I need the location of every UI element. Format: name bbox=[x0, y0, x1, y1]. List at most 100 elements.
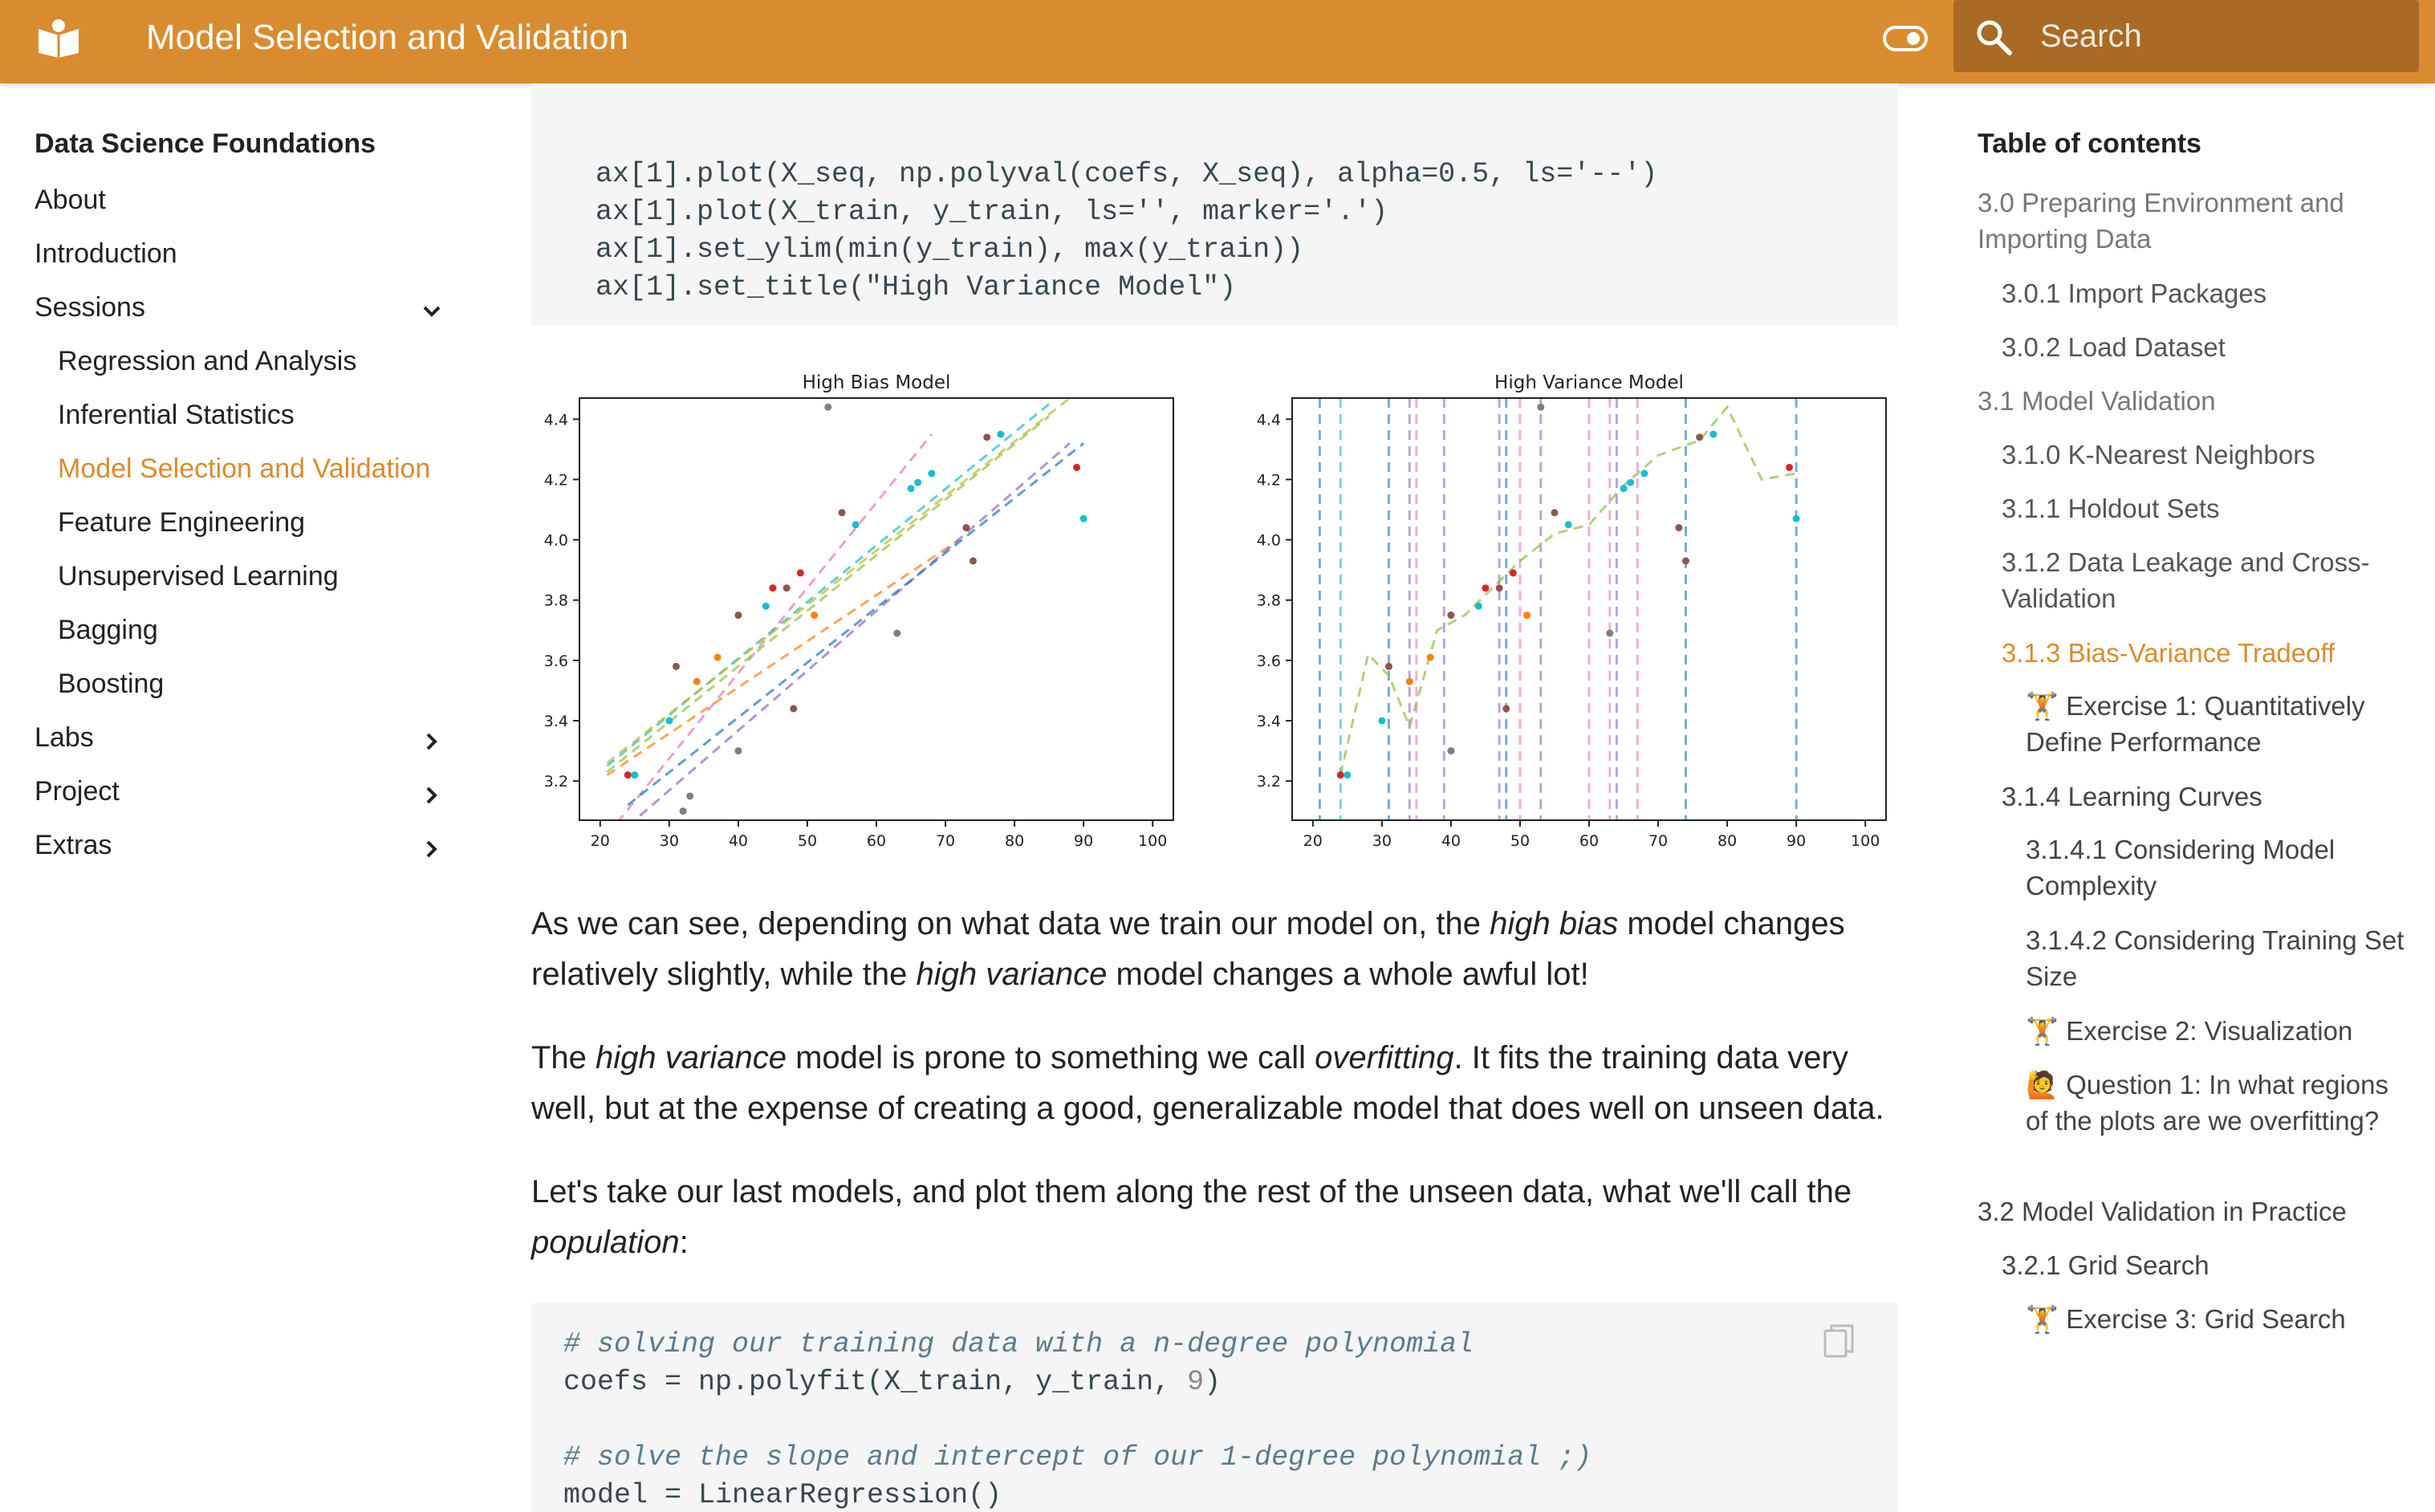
fit-line bbox=[627, 442, 1085, 807]
data-point bbox=[734, 747, 742, 755]
x-tick-label: 100 bbox=[1851, 832, 1880, 850]
data-point bbox=[1447, 612, 1455, 620]
y-tick-label: 3.2 bbox=[544, 773, 568, 791]
data-point bbox=[1564, 521, 1572, 529]
data-point bbox=[1079, 514, 1087, 522]
toc-item[interactable]: 3.1.4.1 Considering Model Complexity bbox=[2026, 835, 2335, 900]
data-point bbox=[790, 705, 798, 713]
toc-item[interactable]: 3.1.0 K-Nearest Neighbors bbox=[2002, 440, 2315, 469]
data-point bbox=[1474, 602, 1482, 610]
search-box[interactable] bbox=[1953, 0, 2419, 72]
data-point bbox=[713, 653, 722, 661]
data-point bbox=[665, 717, 673, 725]
chevron-right-icon[interactable] bbox=[417, 727, 446, 756]
nav-item-project[interactable]: Project bbox=[35, 776, 120, 807]
data-point bbox=[624, 771, 632, 779]
x-tick-label: 40 bbox=[729, 832, 748, 850]
toc-item[interactable]: 3.1.4.2 Considering Training Set Size bbox=[2026, 925, 2405, 991]
copy-icon[interactable] bbox=[1823, 1324, 1856, 1360]
chart-title: High Variance Model bbox=[1494, 372, 1684, 393]
x-tick-label: 100 bbox=[1138, 832, 1167, 850]
code-comment: # solving our training data with a n-deg… bbox=[563, 1328, 1474, 1360]
book-logo-icon[interactable] bbox=[35, 18, 82, 58]
data-point bbox=[1696, 433, 1704, 441]
top-header: Model Selection and Validation bbox=[0, 0, 2435, 83]
nav-item-sessions[interactable]: Sessions bbox=[35, 292, 145, 323]
toc-item[interactable]: 3.1 Model Validation bbox=[1978, 386, 2216, 416]
x-tick-label: 30 bbox=[660, 832, 679, 850]
weightlifter-icon: 🏋 bbox=[2026, 1303, 2059, 1335]
x-tick-label: 90 bbox=[1074, 832, 1093, 850]
nav-item-model-selection[interactable]: Model Selection and Validation bbox=[58, 453, 431, 484]
toc-item[interactable]: 3.2.1 Grid Search bbox=[2002, 1250, 2209, 1280]
toc-item[interactable]: 🙋 Question 1: In what regions of the plo… bbox=[2026, 1069, 2389, 1136]
y-tick-label: 3.4 bbox=[544, 713, 568, 730]
data-point bbox=[1384, 662, 1392, 670]
x-tick-label: 40 bbox=[1441, 832, 1461, 850]
code-lines: ax[1].plot(X_seq, np.polyval(coefs, X_se… bbox=[596, 156, 1657, 307]
x-tick-label: 90 bbox=[1787, 832, 1806, 850]
chart-title: High Bias Model bbox=[803, 372, 951, 393]
toc-item[interactable]: 3.1.2 Data Leakage and Cross-Validation bbox=[2002, 547, 2370, 613]
chevron-right-icon[interactable] bbox=[417, 781, 446, 810]
nav-item-about[interactable]: About bbox=[35, 185, 106, 215]
y-tick-label: 4.2 bbox=[544, 471, 568, 489]
data-point bbox=[631, 771, 639, 779]
toc-item[interactable]: 3.0.2 Load Dataset bbox=[2002, 332, 2226, 362]
toc-item[interactable]: 3.2 Model Validation in Practice bbox=[1978, 1197, 2347, 1226]
plot-area bbox=[606, 398, 1087, 820]
search-input[interactable] bbox=[2039, 11, 2403, 61]
code-block[interactable]: # solving our training data with a n-deg… bbox=[531, 1303, 1897, 1512]
plot-frame bbox=[579, 397, 1174, 821]
nav-item-boosting[interactable]: Boosting bbox=[58, 669, 165, 699]
search-icon bbox=[1977, 20, 2012, 55]
data-point bbox=[852, 521, 860, 529]
nav-item-inferential-statistics[interactable]: Inferential Statistics bbox=[58, 400, 295, 430]
x-tick-label: 70 bbox=[936, 832, 955, 850]
code-line: ax[1].plot(X_seq, np.polyval(coefs, X_se… bbox=[596, 158, 1658, 190]
code-block[interactable]: ax[1].plot(X_seq, np.polyval(coefs, X_se… bbox=[531, 83, 1897, 326]
data-point bbox=[1344, 771, 1352, 779]
nav-item-regression[interactable]: Regression and Analysis bbox=[58, 346, 357, 376]
data-point bbox=[1405, 677, 1413, 685]
data-point bbox=[1378, 717, 1386, 725]
toc-item[interactable]: 3.1.4 Learning Curves bbox=[2002, 782, 2262, 811]
chevron-right-icon[interactable] bbox=[417, 835, 446, 864]
page-title[interactable]: Model Selection and Validation bbox=[146, 18, 628, 57]
paragraph: Let's take our last models, and plot the… bbox=[531, 1174, 1852, 1260]
theme-toggle-icon[interactable] bbox=[1883, 26, 1928, 51]
nav-item-extras[interactable]: Extras bbox=[35, 830, 112, 860]
toc-item[interactable]: 🏋 Exercise 1: Quantitatively Define Perf… bbox=[2026, 690, 2365, 757]
nav-item-bagging[interactable]: Bagging bbox=[58, 615, 158, 645]
weightlifter-icon: 🏋 bbox=[2026, 690, 2059, 721]
y-tick-label: 3.8 bbox=[544, 592, 568, 610]
y-tick-label: 3.4 bbox=[1257, 713, 1281, 730]
y-tick-label: 4.2 bbox=[1257, 471, 1281, 489]
toc-item[interactable]: 🏋 Exercise 3: Grid Search bbox=[2026, 1303, 2346, 1335]
data-point bbox=[1681, 557, 1689, 565]
paragraph: The high variance model is prone to some… bbox=[531, 1040, 1884, 1126]
data-point bbox=[1509, 569, 1517, 577]
nav-item-introduction[interactable]: Introduction bbox=[35, 238, 177, 269]
fit-line bbox=[606, 415, 1051, 774]
nav-item-unsupervised-learning[interactable]: Unsupervised Learning bbox=[58, 561, 339, 591]
x-tick-label: 60 bbox=[867, 832, 886, 850]
chevron-down-icon[interactable] bbox=[417, 297, 446, 326]
toc-item[interactable]: 3.1.1 Holdout Sets bbox=[2002, 494, 2220, 523]
fit-line bbox=[606, 398, 1071, 764]
data-point bbox=[1073, 463, 1081, 471]
toc-item[interactable]: 🏋 Exercise 2: Visualization bbox=[2026, 1015, 2353, 1047]
data-point bbox=[762, 602, 770, 610]
nav-item-feature-engineering[interactable]: Feature Engineering bbox=[58, 507, 306, 538]
toc-item[interactable]: 3.0 Preparing Environment and Importing … bbox=[1978, 188, 2344, 254]
nav-title: Data Science Foundations bbox=[35, 128, 376, 159]
data-point bbox=[1627, 478, 1635, 486]
y-tick-label: 3.2 bbox=[1257, 773, 1281, 791]
nav-item-labs[interactable]: Labs bbox=[35, 722, 94, 753]
data-point bbox=[734, 612, 742, 620]
code-lines: # solving our training data with a n-deg… bbox=[563, 1328, 1592, 1511]
plot-area bbox=[1318, 398, 1800, 820]
y-tick-label: 3.6 bbox=[1257, 652, 1281, 670]
toc-item[interactable]: 3.0.1 Import Packages bbox=[2002, 278, 2267, 308]
toc-item-active[interactable]: 3.1.3 Bias-Variance Tradeoff bbox=[2002, 638, 2335, 668]
